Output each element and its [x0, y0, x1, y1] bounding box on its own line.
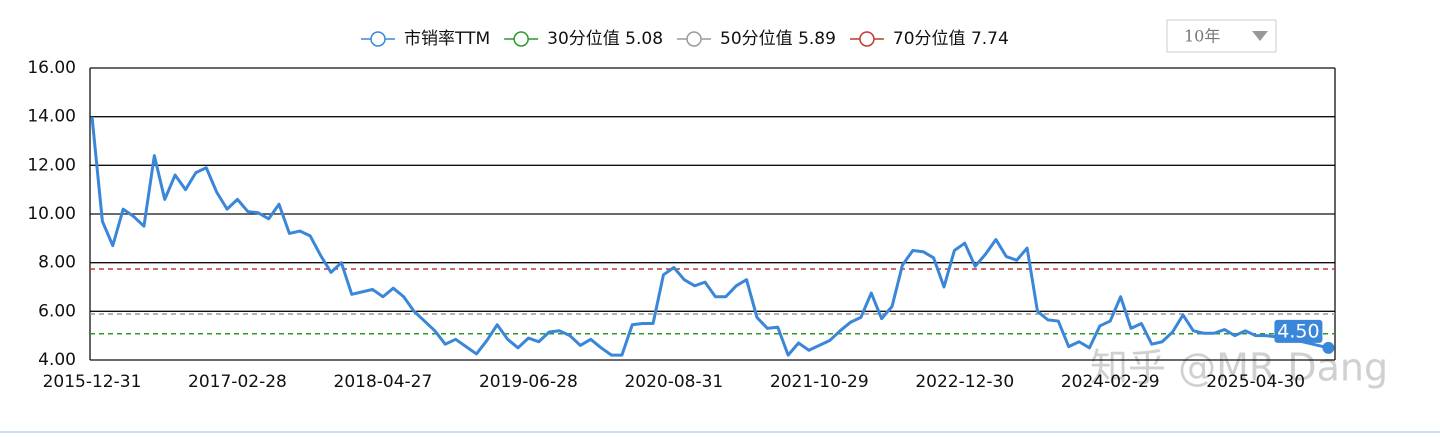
y-tick-label: 10.00 [27, 204, 76, 224]
legend-marker [370, 31, 386, 47]
dropdown-label[interactable]: 10年 [1184, 27, 1220, 46]
end-label-bg [1274, 319, 1323, 343]
x-tick-label: 2015-12-31 [43, 372, 142, 392]
y-tick-label: 4.00 [38, 350, 76, 370]
x-tick-label: 2019-06-28 [479, 372, 578, 392]
y-tick-label: 16.00 [27, 58, 76, 78]
legend-item: 30分位值 5.08 [504, 29, 663, 49]
x-tick-label: 2025-04-30 [1206, 372, 1305, 392]
legend-label: 30分位值 5.08 [547, 29, 663, 49]
legend-item: 70分位值 7.74 [849, 29, 1009, 49]
end-point [1322, 341, 1335, 354]
x-tick-label: 2021-10-29 [770, 372, 869, 392]
legend-label: 市销率TTM [404, 29, 490, 49]
x-tick-label: 2017-02-28 [188, 372, 287, 392]
end-label: 4.50 [1277, 320, 1319, 342]
x-tick-label: 2018-04-27 [334, 372, 433, 392]
watermark: 知乎 @MR Dang [1090, 346, 1388, 390]
legend-marker [859, 31, 875, 47]
legend-marker [513, 31, 529, 47]
y-tick-label: 8.00 [38, 253, 76, 273]
dropdown-arrow [1252, 31, 1268, 41]
y-tick-label: 6.00 [38, 301, 76, 321]
x-tick-label: 2022-12-30 [915, 372, 1014, 392]
y-tick-label: 12.00 [27, 155, 76, 175]
series-line [90, 116, 1329, 357]
legend-marker [686, 31, 702, 47]
x-tick-label: 2024-02-29 [1061, 372, 1160, 392]
legend-label: 70分位值 7.74 [893, 29, 1009, 49]
x-tick-label: 2020-08-31 [624, 372, 723, 392]
legend-label: 50分位值 5.89 [720, 29, 836, 49]
range-dropdown[interactable]: 10年 [1166, 19, 1277, 53]
y-tick-label: 14.00 [27, 107, 76, 127]
legend-item: 市销率TTM [361, 29, 490, 49]
legend-item: 50分位值 5.89 [677, 29, 836, 49]
